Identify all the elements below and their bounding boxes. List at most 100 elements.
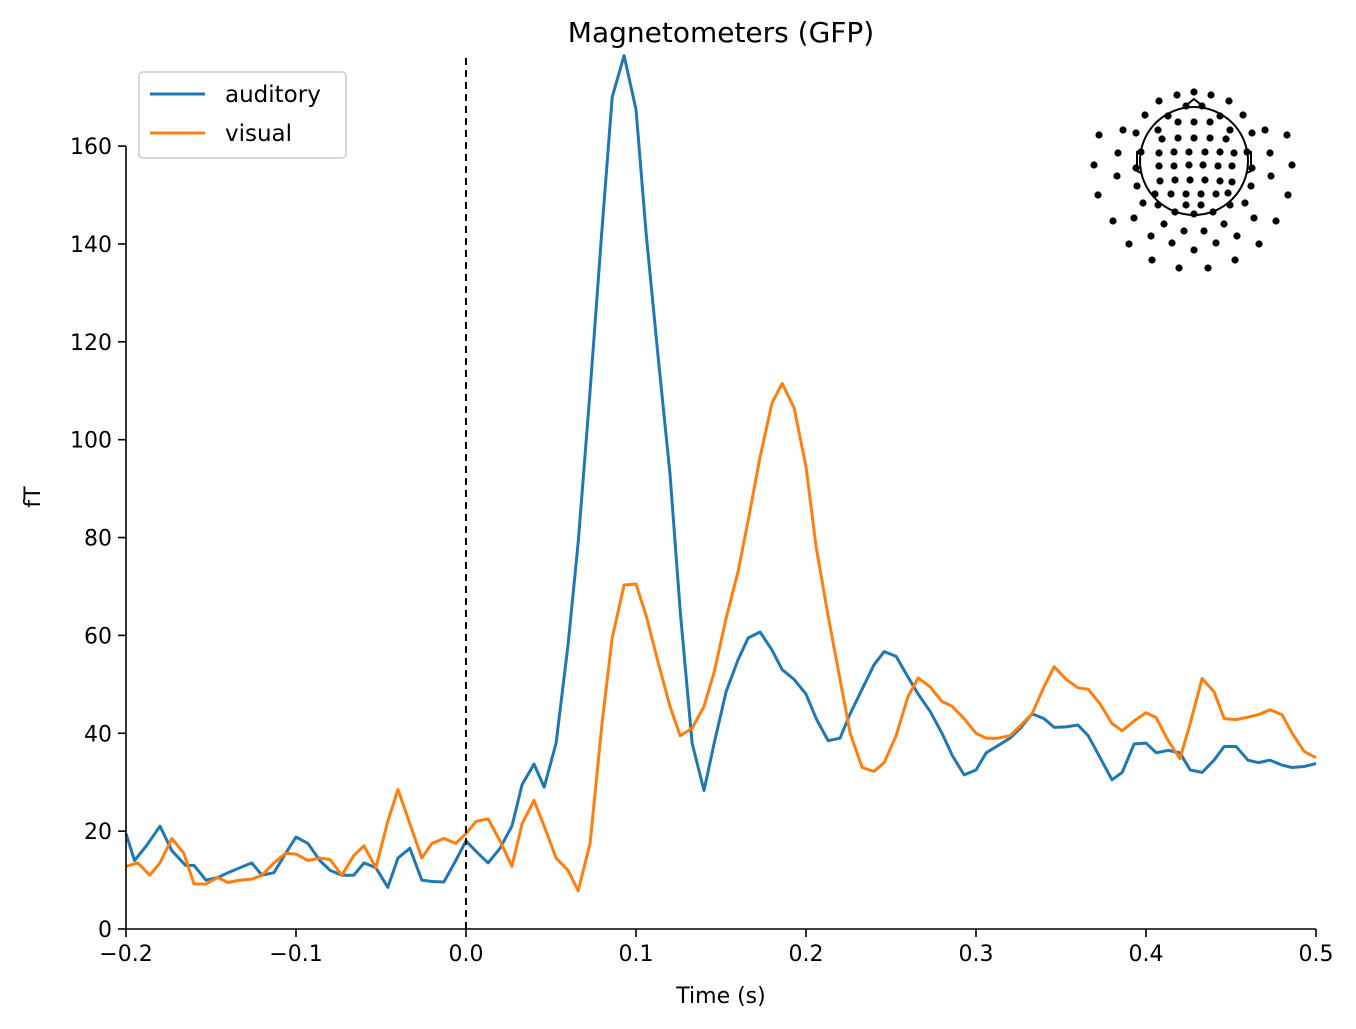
sensor-dot — [1231, 256, 1239, 264]
y-tick-label: 20 — [84, 820, 112, 845]
sensor-dot — [1185, 148, 1193, 156]
sensor-dot — [1267, 172, 1275, 180]
sensor-dot — [1239, 111, 1247, 119]
sensor-dot — [1171, 208, 1179, 216]
sensor-dot — [1206, 118, 1214, 126]
sensor-layout-inset — [1090, 88, 1296, 272]
sensor-dot — [1141, 111, 1149, 119]
sensor-dot — [1247, 182, 1255, 190]
sensor-dot — [1094, 191, 1102, 199]
sensor-dot — [1199, 161, 1207, 169]
sensor-dot — [1130, 214, 1138, 222]
sensor-dot — [1155, 162, 1163, 170]
y-tick-label: 140 — [70, 233, 112, 258]
axes: −0.2 −0.1 0.0 0.1 0.2 0.3 0.4 0.5 0 20 40 60 80 100 1… — [70, 135, 1334, 967]
sensor-dot — [1185, 161, 1193, 169]
sensor-dot — [1216, 112, 1224, 120]
sensor-dot — [1119, 126, 1127, 134]
sensor-dot — [1155, 149, 1163, 157]
sensor-dot — [1171, 176, 1179, 184]
sensor-dot — [1228, 178, 1236, 186]
sensor-dot — [1125, 240, 1133, 248]
sensor-dots — [1090, 88, 1296, 272]
sensor-dot — [1197, 190, 1205, 198]
series-line-auditory — [124, 54, 1317, 889]
sensor-dot — [1248, 129, 1256, 137]
sensor-dot — [1216, 148, 1224, 156]
sensor-dot — [1201, 148, 1209, 156]
sensor-dot — [1174, 118, 1182, 126]
sensor-dot — [1180, 227, 1188, 235]
x-tick-label: 0.2 — [789, 942, 824, 967]
sensor-dot — [1255, 240, 1263, 248]
sensor-dot — [1114, 149, 1122, 157]
sensor-dot — [1155, 97, 1163, 105]
sensor-dot — [1272, 217, 1280, 225]
sensor-dot — [1222, 135, 1230, 143]
sensor-dot — [1170, 148, 1178, 156]
sensor-dot — [1182, 190, 1190, 198]
sensor-dot — [1154, 126, 1162, 134]
sensor-dot — [1233, 232, 1241, 240]
sensor-dot — [1095, 131, 1103, 139]
plot-area — [124, 54, 1317, 929]
y-ticks: 0 20 40 60 80 100 120 140 160 — [70, 135, 126, 943]
sensor-dot — [1113, 172, 1121, 180]
y-tick-label: 100 — [70, 429, 112, 454]
sensor-dot — [1216, 177, 1224, 185]
sensor-dot — [1204, 264, 1212, 272]
sensor-dot — [1139, 199, 1147, 207]
x-tick-label: −0.2 — [99, 942, 152, 967]
sensor-dot — [1248, 164, 1256, 172]
sensor-dot — [1170, 162, 1178, 170]
sensor-dot — [1206, 134, 1214, 142]
sensor-dot — [1225, 97, 1233, 105]
sensor-dot — [1266, 149, 1274, 157]
sensor-dot — [1197, 201, 1205, 209]
sensor-dot — [1182, 201, 1190, 209]
sensor-dot — [1147, 232, 1155, 240]
sensor-dot — [1173, 91, 1181, 99]
sensor-dot — [1137, 148, 1145, 156]
sensor-dot — [1198, 102, 1206, 110]
sensor-dot — [1284, 191, 1292, 199]
sensor-dot — [1190, 246, 1198, 254]
y-tick-label: 160 — [70, 135, 112, 160]
sensor-dot — [1200, 227, 1208, 235]
legend: auditory visual — [138, 71, 347, 159]
sensor-dot — [1190, 88, 1198, 96]
series-line-visual — [125, 381, 1317, 893]
x-tick-label: 0.1 — [619, 942, 654, 967]
sensor-dot — [1182, 102, 1190, 110]
sensor-dot — [1201, 176, 1209, 184]
sensor-dot — [1261, 126, 1269, 134]
sensor-dot — [1243, 148, 1251, 156]
sensor-dot — [1151, 190, 1159, 198]
sensor-dot — [1212, 190, 1220, 198]
x-tick-label: 0.5 — [1299, 942, 1334, 967]
sensor-dot — [1190, 118, 1198, 126]
legend-label-visual: visual — [225, 121, 292, 147]
sensor-dot — [1167, 190, 1175, 198]
sensor-dot — [1220, 220, 1228, 228]
sensor-dot — [1132, 164, 1140, 172]
sensor-dot — [1186, 176, 1194, 184]
sensor-dot — [1154, 201, 1162, 209]
sensor-dot — [1288, 161, 1296, 169]
x-ticks: −0.2 −0.1 0.0 0.1 0.2 0.3 0.4 0.5 — [99, 929, 1334, 967]
y-tick-label: 40 — [84, 722, 112, 747]
sensor-dot — [1148, 256, 1156, 264]
series-layer — [124, 54, 1317, 893]
x-tick-label: 0.0 — [449, 942, 484, 967]
x-tick-label: 0.3 — [959, 942, 994, 967]
sensor-dot — [1156, 177, 1164, 185]
sensor-dot — [1214, 162, 1222, 170]
y-tick-label: 120 — [70, 331, 112, 356]
sensor-dot — [1164, 112, 1172, 120]
sensor-dot — [1174, 134, 1182, 142]
sensor-dot — [1175, 264, 1183, 272]
sensor-dot — [1190, 210, 1198, 218]
sensor-dot — [1207, 91, 1215, 99]
y-tick-label: 60 — [84, 624, 112, 649]
sensor-dot — [1209, 208, 1217, 216]
